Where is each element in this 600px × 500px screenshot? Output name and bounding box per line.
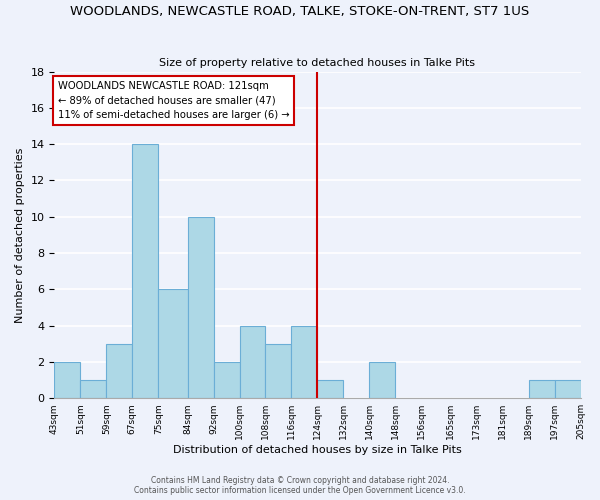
Bar (370, 362, 395, 398)
Bar (133, 144, 158, 398)
Bar (292, 326, 317, 398)
Bar (265, 344, 292, 398)
Text: WOODLANDS NEWCASTLE ROAD: 121sqm
← 89% of detached houses are smaller (47)
11% o: WOODLANDS NEWCASTLE ROAD: 121sqm ← 89% o… (58, 80, 289, 120)
Bar (529, 380, 554, 398)
Bar (188, 216, 214, 398)
Bar (80, 380, 106, 398)
Bar (239, 326, 265, 398)
Bar (214, 362, 239, 398)
Title: Size of property relative to detached houses in Talke Pits: Size of property relative to detached ho… (160, 58, 475, 68)
Bar (55, 362, 80, 398)
Text: Contains HM Land Registry data © Crown copyright and database right 2024.
Contai: Contains HM Land Registry data © Crown c… (134, 476, 466, 495)
Bar (106, 344, 133, 398)
Text: WOODLANDS, NEWCASTLE ROAD, TALKE, STOKE-ON-TRENT, ST7 1US: WOODLANDS, NEWCASTLE ROAD, TALKE, STOKE-… (70, 5, 530, 18)
X-axis label: Distribution of detached houses by size in Talke Pits: Distribution of detached houses by size … (173, 445, 462, 455)
Bar (317, 380, 343, 398)
Bar (554, 380, 581, 398)
Y-axis label: Number of detached properties: Number of detached properties (15, 147, 25, 322)
Bar (158, 290, 188, 398)
